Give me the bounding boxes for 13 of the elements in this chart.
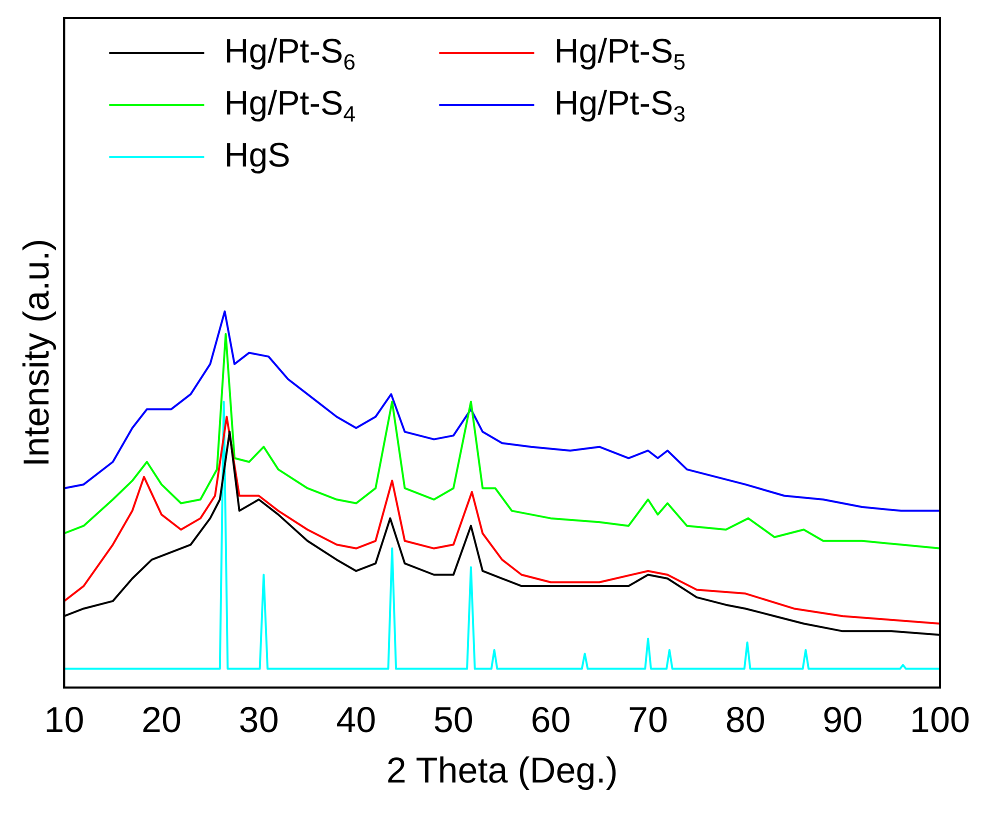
x-tick-label: 90 [822,699,863,740]
x-tick-label: 10 [44,699,84,740]
x-tick-label: 100 [910,699,970,740]
x-tick-label: 80 [725,699,766,740]
x-axis-title: 2 Theta (Deg.) [386,749,618,790]
x-tick-label: 40 [336,699,376,740]
x-tick-label: 60 [530,699,571,740]
x-tick-label: 70 [628,699,668,740]
x-tick-label: 30 [238,699,279,740]
y-axis-title: Intensity (a.u.) [16,238,57,467]
x-tick-label: 20 [141,699,182,740]
legend-label: HgS [224,136,290,174]
x-tick-label: 50 [433,699,474,740]
